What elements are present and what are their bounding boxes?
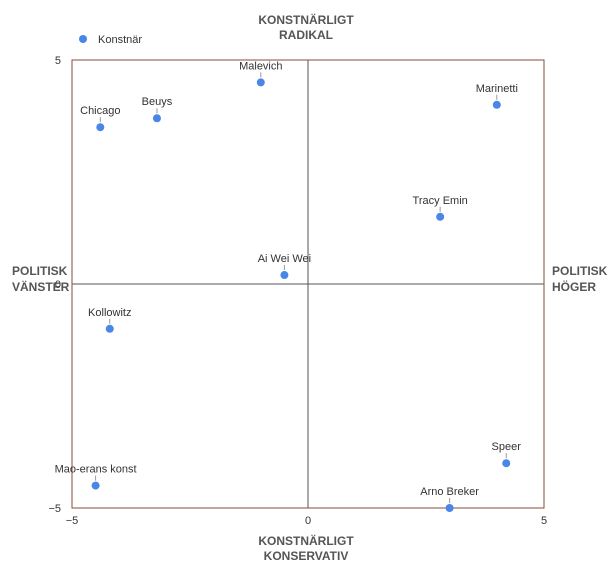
top-axis-label-line2: RADIKAL	[279, 28, 333, 42]
y-tick-label: 5	[55, 55, 61, 67]
data-point-label: Chicago	[80, 105, 120, 117]
data-point	[105, 324, 114, 333]
data-point	[152, 114, 161, 123]
data-point-label: Marinetti	[476, 83, 518, 95]
x-tick-label: −5	[66, 515, 79, 527]
data-point-label: Arno Breker	[420, 486, 479, 498]
left-axis-label-line1: POLITISK	[12, 264, 68, 278]
legend-label: Konstnär	[98, 34, 142, 46]
data-point	[91, 481, 100, 490]
x-tick-label: 5	[541, 515, 547, 527]
top-axis-label-line1: KONSTNÄRLIGT	[258, 12, 354, 27]
y-tick-label: 0	[55, 279, 61, 291]
right-axis-label-line2: HÖGER	[552, 279, 596, 294]
data-point-label: Beuys	[142, 96, 173, 108]
data-point-label: Speer	[492, 441, 522, 453]
data-point-label: Malevich	[239, 60, 282, 72]
legend-marker	[79, 35, 87, 43]
data-point	[96, 123, 105, 132]
bottom-axis-label-line1: KONSTNÄRLIGT	[258, 533, 354, 548]
data-point-label: Mao-erans konst	[55, 464, 137, 476]
left-axis-label-line2: VÄNSTER	[12, 279, 70, 294]
y-tick-label: −5	[48, 503, 61, 515]
data-point-label: Kollowitz	[88, 307, 131, 319]
right-axis-label-line1: POLITISK	[552, 264, 608, 278]
data-point	[256, 78, 265, 87]
bottom-axis-label-line2: KONSERVATIV	[264, 549, 349, 563]
data-point-label: Ai Wei Wei	[258, 253, 311, 265]
data-point	[502, 459, 511, 468]
data-point	[492, 100, 501, 109]
data-point	[445, 504, 454, 512]
data-points: Malevich Beuys Chicago Marinetti Tracy Emin A…	[55, 60, 522, 512]
data-point	[280, 271, 289, 280]
x-tick-label: 0	[305, 515, 311, 527]
data-point	[436, 212, 445, 221]
data-point-label: Tracy Emin	[413, 195, 468, 207]
